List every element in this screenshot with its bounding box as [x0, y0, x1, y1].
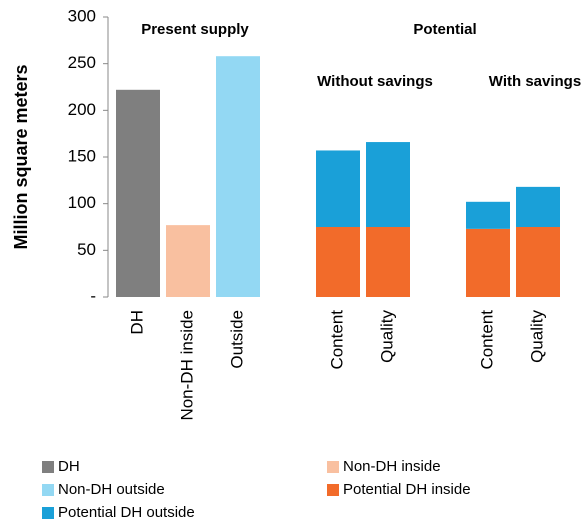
bar	[166, 225, 210, 297]
legend-label: Non-DH inside	[343, 458, 441, 475]
y-tick-label: -	[90, 286, 96, 305]
legend-label: DH	[58, 458, 80, 475]
legend-swatch	[327, 461, 339, 473]
y-tick-label: 150	[68, 146, 96, 165]
y-tick-label: 300	[68, 6, 96, 25]
x-tick-label: DH	[127, 310, 146, 335]
legend-label: Potential DH inside	[343, 481, 471, 498]
x-tick-label: Quality	[527, 310, 546, 363]
legend-swatch	[42, 507, 54, 519]
bar	[216, 56, 260, 298]
bar	[466, 201, 510, 229]
y-axis-label: Million square meters	[11, 64, 31, 249]
annotation: Present supply	[141, 21, 249, 38]
x-tick-label: Content	[477, 310, 496, 370]
legend-label: Non-DH outside	[58, 481, 165, 498]
x-tick-label: Non-DH inside	[177, 310, 196, 421]
y-tick-label: 250	[68, 53, 96, 72]
bar	[316, 227, 360, 297]
bar	[316, 150, 360, 227]
x-tick-label: Outside	[227, 310, 246, 369]
x-tick-label: Content	[327, 310, 346, 370]
legend-label: Potential DH outside	[58, 504, 195, 521]
legend-swatch	[42, 484, 54, 496]
bar	[516, 186, 560, 227]
y-tick-label: 100	[68, 193, 96, 212]
bar	[366, 227, 410, 297]
bar	[466, 228, 510, 297]
annotation: Without savings	[317, 73, 433, 90]
legend-swatch	[42, 461, 54, 473]
annotation: Potential	[413, 21, 476, 38]
y-tick-label: 50	[77, 240, 96, 259]
y-tick-label: 200	[68, 100, 96, 119]
bar	[116, 89, 160, 297]
x-tick-label: Quality	[377, 310, 396, 363]
legend-swatch	[327, 484, 339, 496]
bar	[516, 227, 560, 297]
annotation: With savings	[489, 73, 581, 90]
bar	[366, 142, 410, 227]
